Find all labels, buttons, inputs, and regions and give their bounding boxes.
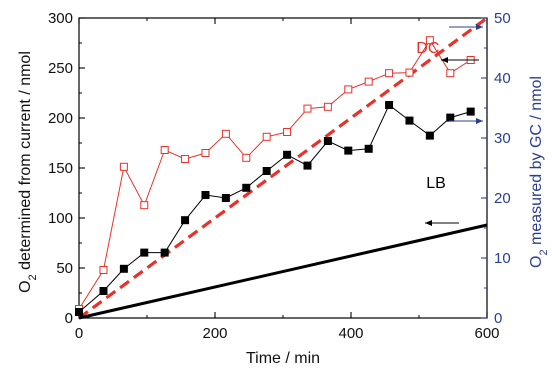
dc-gc-point — [262, 132, 271, 141]
y-axis-left-label-rest: determined from current / nmol — [17, 51, 34, 274]
x-tick-label: 0 — [75, 325, 83, 342]
y-axis-right-label-sub: 2 — [538, 249, 550, 255]
lb-gc-point — [201, 191, 210, 199]
lb-gc-point — [425, 131, 434, 140]
y-left-tick-label: 150 — [48, 160, 73, 177]
y-left-tick-label: 200 — [48, 110, 73, 127]
annotations: DC LB — [416, 40, 446, 192]
y-left-tick-label: 50 — [56, 260, 73, 277]
lb-gc-point — [75, 308, 83, 316]
lb-gc-point — [221, 194, 230, 202]
dc-gc-point — [446, 69, 455, 78]
dc-gc-point — [385, 69, 394, 78]
series-lb-solid-line — [78, 223, 488, 320]
lb-gc-point — [119, 264, 128, 273]
y-right-tick-label: 50 — [494, 10, 511, 27]
y-left-tick-label: 0 — [65, 310, 73, 327]
dc-gc-point — [201, 149, 210, 157]
x-axis-label: Time / min — [246, 350, 320, 367]
y-right-tick-label: 20 — [494, 190, 511, 207]
dc-gc-point — [283, 128, 292, 136]
lb-gc-point — [323, 137, 332, 145]
dc-gc-point — [323, 102, 332, 111]
y-axis-left-label: O2 determined from current / nmol — [17, 51, 39, 293]
lb-gc-point — [405, 116, 414, 125]
axis-arrow-head — [476, 118, 483, 124]
lb-gc-point — [385, 101, 394, 109]
x-tick-label: 600 — [474, 325, 499, 342]
series-label-lb: LB — [426, 175, 446, 192]
y-left-tick-label: 250 — [48, 60, 73, 77]
y-axis-right-label: O2 measured by GC / nmol — [528, 76, 550, 268]
lb-gc-point — [466, 107, 475, 116]
axis-arrow-head — [441, 57, 448, 63]
y-left-tick-label: 300 — [48, 10, 73, 27]
axis-arrow-head — [476, 24, 483, 30]
lb-gc-point — [140, 248, 149, 257]
dc-gc-point — [242, 153, 251, 162]
x-tick-label: 200 — [202, 325, 227, 342]
dc-gc-point — [160, 146, 169, 154]
lb-gc-point — [160, 248, 169, 257]
lb-gc-point — [181, 216, 190, 225]
dc-gc-point — [303, 104, 312, 113]
dc-gc-point — [364, 77, 373, 86]
y-axis-left-label-sub: 2 — [27, 274, 39, 280]
lb-gc-point — [303, 161, 312, 170]
axis-ticks — [78, 17, 488, 319]
lb-gc-point — [364, 144, 373, 153]
series-label-dc: DC — [416, 40, 439, 57]
y-right-tick-label: 30 — [494, 130, 511, 147]
dc-gc-point — [181, 155, 190, 163]
dc-gc-point — [119, 162, 128, 171]
dc-gc-point — [405, 68, 414, 77]
lb-gc-point — [262, 167, 271, 175]
axis-arrows — [425, 24, 483, 226]
y-left-tick-label: 100 — [48, 210, 73, 227]
y-axis-right-label-rest: measured by GC / nmol — [528, 76, 545, 249]
lb-gc-point — [446, 113, 455, 122]
dc-gc-point — [425, 36, 434, 45]
dc-gc-point — [344, 85, 353, 94]
y-axis-left-label-main: O — [17, 280, 34, 292]
axis-arrow-head — [425, 220, 432, 226]
dc-gc-point — [140, 201, 149, 210]
x-tick-label: 400 — [338, 325, 363, 342]
lb-gc-point — [242, 183, 251, 192]
dc-gc-point — [99, 266, 108, 274]
y-axis-right-label-main: O — [528, 256, 545, 268]
lb-gc-point — [344, 146, 353, 155]
lb-gc-point — [99, 287, 108, 295]
y-right-tick-label: 0 — [494, 310, 502, 327]
series-layer — [75, 16, 488, 320]
lb-gc-point — [283, 150, 292, 159]
series-lb-filled-square-line — [78, 104, 471, 313]
y-right-tick-label: 10 — [494, 250, 511, 267]
y-right-tick-label: 40 — [494, 70, 511, 87]
dc-gc-point — [221, 129, 230, 138]
